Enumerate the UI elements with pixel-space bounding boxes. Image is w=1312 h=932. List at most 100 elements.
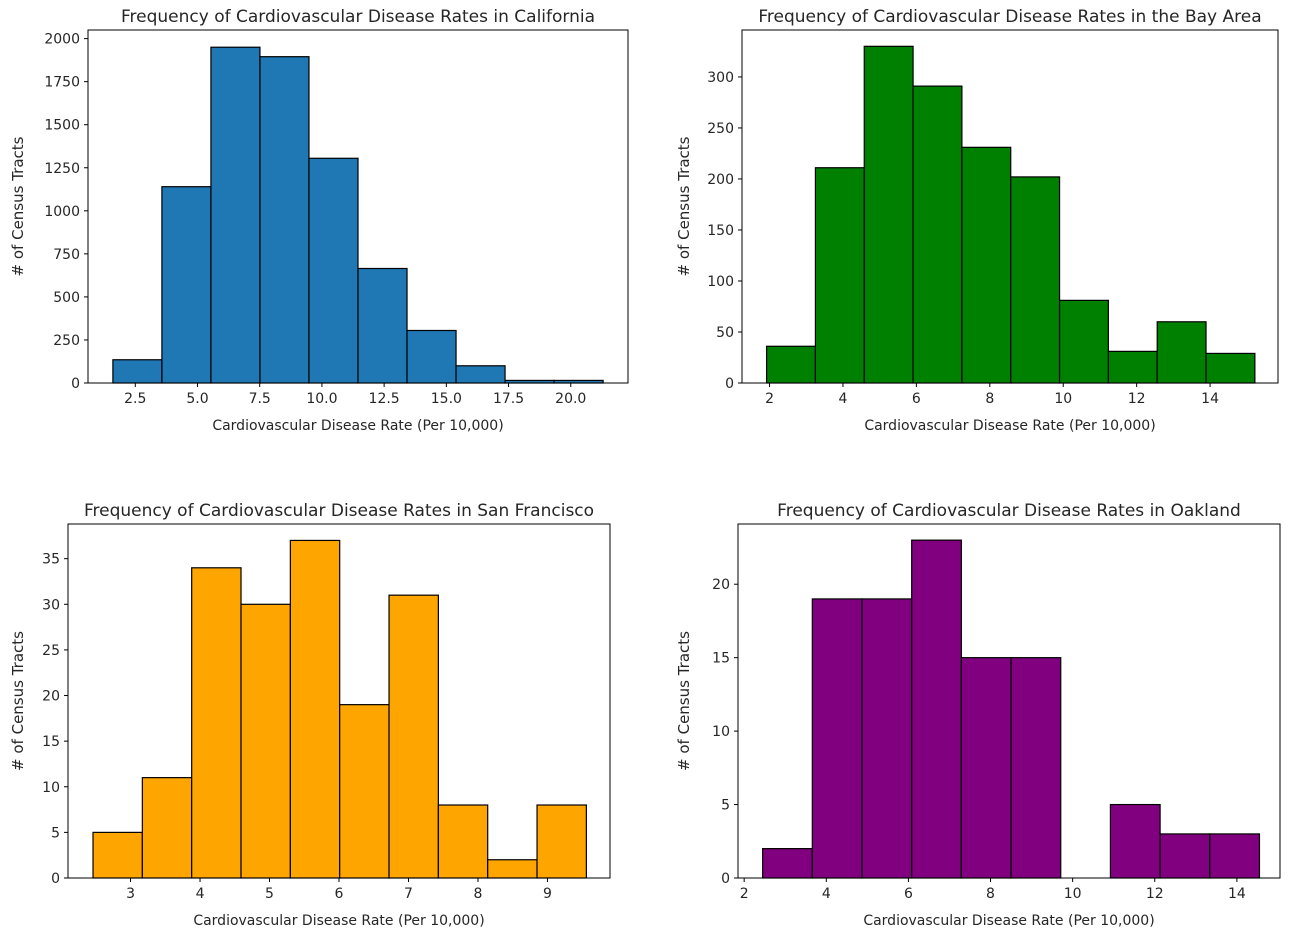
y-tick-label: 0 [51,871,60,887]
chart-title: Frequency of Cardiovascular Disease Rate… [777,501,1241,521]
histogram-bar [1159,833,1211,879]
histogram-bar [339,704,390,879]
x-tick-label: 7.5 [249,391,271,407]
y-tick-label: 1500 [44,118,80,134]
y-tick-label: 500 [53,290,80,306]
y-tick-label: 35 [42,552,60,568]
axes-frame [87,29,629,384]
histogram-bar [960,657,1012,879]
y-tick-label: 30 [42,597,60,613]
y-tick-label: 100 [707,274,734,290]
histogram-bar [1107,350,1158,384]
histogram-bar [911,539,962,879]
axes-frame [737,523,1281,879]
histogram-bar [1156,321,1207,384]
y-axis-label: # of Census Tracts [675,631,693,771]
y-tick-label: 2000 [44,32,80,48]
histogram-bar [455,365,506,384]
x-tick-label: 2 [765,391,774,407]
histogram-bar [863,45,914,384]
histogram-bar [210,46,261,384]
histogram-bar [191,567,242,879]
x-tick-label: 4 [196,886,205,902]
x-tick-label: 12 [1146,886,1164,902]
y-tick-label: 1750 [44,75,80,91]
chart-title: Frequency of Cardiovascular Disease Rate… [84,501,594,521]
y-tick-label: 300 [707,70,734,86]
histogram-bar [1209,833,1261,879]
y-axis-label: # of Census Tracts [9,136,27,276]
y-tick-label: 250 [53,333,80,349]
y-tick-label: 25 [42,643,60,659]
chart-panel: 2.5 5.0 7.5 10.0 12.5 15.0 17.5 20.0 0 250 500 750 1… [9,7,629,434]
x-tick-label: 9 [543,886,552,902]
histogram-bar [861,598,913,879]
y-tick-label: 5 [51,825,60,841]
histogram-bar [765,345,817,384]
histogram-bar [1058,299,1109,384]
y-axis-label: # of Census Tracts [9,631,27,771]
chart-title: Frequency of Cardiovascular Disease Rate… [121,7,595,27]
histogram-bar [814,167,865,384]
x-tick-label: 10.0 [306,391,337,407]
x-tick-label: 8 [986,886,995,902]
histogram-bar [811,598,863,879]
chart-panel: 3 4 5 6 7 8 9 0 5 10 15 20 25 30 35 Frequency of Cardio… [9,501,611,929]
histogram-bar [112,359,163,384]
x-axis-label: Cardiovascular Disease Rate (Per 10,000) [864,418,1155,434]
histogram-bar [161,186,212,384]
x-axis-label: Cardiovascular Disease Rate (Per 10,000) [212,418,503,434]
y-tick-label: 1250 [44,161,80,177]
histogram-bar [1010,657,1062,879]
x-tick-label: 2.5 [124,391,146,407]
x-axis-label: Cardiovascular Disease Rate (Per 10,000) [863,913,1154,929]
x-tick-label: 20.0 [555,391,586,407]
x-tick-label: 10 [1054,391,1072,407]
chart-panel: 2 4 6 8 10 12 14 0 50 100 150 200 250 300 Frequency of… [675,7,1279,434]
histogram-bar [1205,352,1256,384]
x-tick-label: 5 [265,886,274,902]
chart-panel: 2 4 6 8 10 12 14 0 5 10 15 20 Frequency of Cardiovas… [675,501,1281,929]
y-tick-label: 1000 [44,204,80,220]
chart-title: Frequency of Cardiovascular Disease Rate… [758,7,1261,27]
histogram-bar [388,594,439,879]
x-tick-label: 17.5 [493,391,524,407]
x-tick-label: 7 [404,886,413,902]
x-tick-label: 5.0 [186,391,208,407]
x-tick-label: 12 [1128,391,1146,407]
axes-frame [741,29,1279,384]
histogram-bar [1010,176,1061,384]
histogram-bar [92,831,143,879]
histogram-bar [259,56,310,384]
y-tick-label: 15 [42,734,60,750]
y-tick-label: 250 [707,121,734,137]
y-tick-label: 15 [712,651,730,667]
x-axis-label: Cardiovascular Disease Rate (Per 10,000) [193,913,484,929]
y-tick-label: 150 [707,223,734,239]
histogram-bar [406,329,457,384]
histogram-bar [487,859,538,879]
x-tick-label: 14 [1228,886,1246,902]
histogram-bar [762,848,813,879]
x-tick-label: 15.0 [431,391,462,407]
y-tick-label: 10 [712,724,730,740]
histogram-bar [141,777,193,879]
histogram-bar [240,603,291,879]
y-tick-label: 20 [42,689,60,705]
x-tick-label: 8 [985,391,994,407]
y-tick-label: 20 [712,577,730,593]
y-tick-label: 0 [725,376,734,392]
x-tick-label: 6 [912,391,921,407]
x-tick-label: 3 [126,886,135,902]
histogram-bar [961,146,1012,384]
y-tick-label: 10 [42,780,60,796]
histogram-bar [308,157,359,384]
x-tick-label: 10 [1064,886,1082,902]
y-tick-label: 50 [716,325,734,341]
histogram-bar [437,804,489,879]
x-tick-label: 4 [838,391,847,407]
x-tick-label: 12.5 [369,391,400,407]
histogram-bar [536,804,587,879]
histogram-bar [912,85,963,384]
